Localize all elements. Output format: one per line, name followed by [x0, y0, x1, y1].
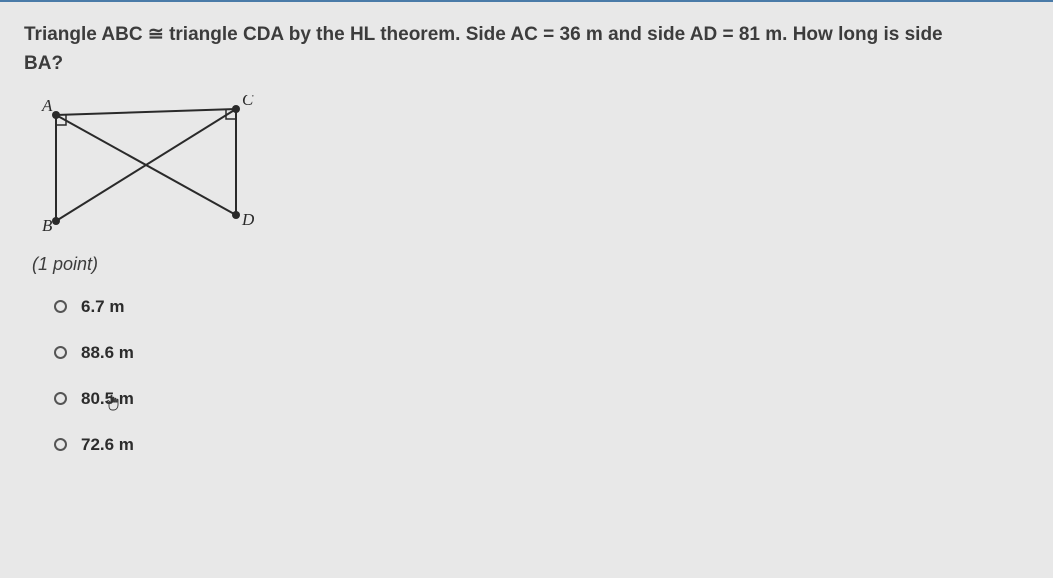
geometry-figure: A C B D	[32, 95, 1029, 240]
question-line-2: BA?	[24, 53, 63, 74]
option-row[interactable]: 88.6 m	[54, 343, 1029, 363]
option-label: 6.7 m	[81, 297, 124, 317]
answer-options: 6.7 m 88.6 m 80.5 m 72.6 m	[54, 297, 1029, 455]
option-label: 80.5 m	[81, 389, 134, 409]
option-label: 72.6 m	[81, 435, 134, 455]
radio-icon[interactable]	[54, 392, 67, 405]
svg-text:B: B	[42, 216, 53, 235]
option-label: 88.6 m	[81, 343, 134, 363]
points-label: (1 point)	[32, 254, 1029, 275]
figure-svg: A C B D	[32, 95, 262, 235]
option-row[interactable]: 80.5 m	[54, 389, 1029, 409]
question-line-1: Triangle ABC ≅ triangle CDA by the HL th…	[24, 24, 943, 45]
option-row[interactable]: 6.7 m	[54, 297, 1029, 317]
svg-text:A: A	[41, 96, 53, 115]
question-text: Triangle ABC ≅ triangle CDA by the HL th…	[24, 20, 1029, 79]
svg-text:D: D	[241, 210, 255, 229]
radio-icon[interactable]	[54, 300, 67, 313]
svg-text:C: C	[242, 95, 254, 109]
option-row[interactable]: 72.6 m	[54, 435, 1029, 455]
radio-icon[interactable]	[54, 346, 67, 359]
radio-icon[interactable]	[54, 438, 67, 451]
